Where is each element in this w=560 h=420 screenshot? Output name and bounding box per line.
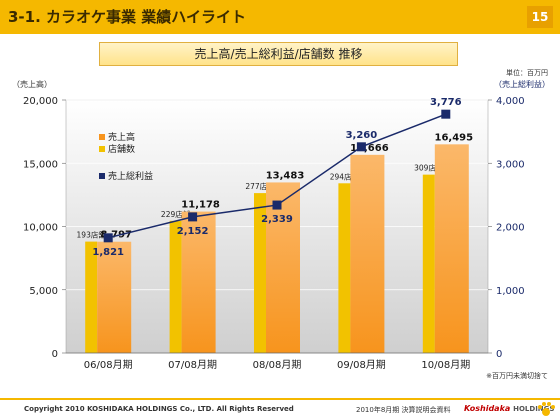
footer-rule (0, 398, 560, 400)
gross-profit-marker (272, 200, 282, 210)
revenue-bar (97, 241, 132, 353)
store-count-bar (422, 174, 435, 353)
legend-swatch-revenue (99, 134, 105, 140)
right-axis-tick-label: 2,000 (496, 223, 525, 234)
store-count-label: 309店舗 (414, 163, 444, 173)
company-logo: Koshidaka HOLDINGS (462, 398, 560, 420)
right-axis-tick-label: 4,000 (496, 96, 525, 107)
left-axis-tick-label: 10,000 (23, 223, 58, 234)
store-count-bar (85, 241, 98, 353)
left-axis-unit: （売上高） (12, 80, 52, 89)
gross-profit-label: 2,152 (177, 226, 209, 237)
logo-brand: Koshidaka (464, 404, 511, 413)
right-axis-tick-label: 1,000 (496, 286, 525, 297)
gross-profit-label: 2,339 (261, 214, 293, 225)
gross-profit-label: 3,776 (430, 97, 462, 108)
footnote: ※百万円未満切捨て (486, 372, 548, 380)
legend-swatch-stores (99, 146, 105, 152)
x-axis-tick-label: 06/08月期 (84, 359, 133, 371)
legend-label-gross-profit: 売上総利益 (108, 170, 153, 182)
gross-profit-label: 3,260 (346, 130, 378, 141)
gross-profit-marker (103, 233, 113, 243)
event-name: 2010年8月期 決算説明会資料 (356, 406, 451, 414)
gross-profit-marker (441, 109, 451, 119)
store-count-label: 294店舗 (330, 171, 360, 181)
revenue-label: 16,495 (435, 132, 474, 143)
legend-swatch-gross-profit (99, 173, 105, 179)
left-axis-tick-label: 15,000 (23, 159, 58, 170)
store-count-label: 193店舗 (77, 230, 107, 240)
legend-label-revenue: 売上高 (108, 131, 135, 143)
right-axis-tick-label: 3,000 (496, 159, 525, 170)
copyright-text: Copyright 2010 KOSHIDAKA HOLDINGS Co., L… (24, 405, 294, 413)
revenue-bar (181, 211, 216, 353)
right-axis-unit: （売上総利益） (494, 80, 550, 89)
left-axis-tick-label: 20,000 (23, 96, 58, 107)
store-count-label: 277店舗 (245, 181, 275, 191)
unit-note: 単位：百万円 (506, 69, 548, 77)
x-axis-tick-label: 09/08月期 (337, 359, 386, 371)
gross-profit-marker (356, 142, 366, 152)
store-count-bar (169, 220, 182, 353)
slide-title: 3-1. カラオケ事業 業績ハイライト (8, 8, 246, 26)
revenue-bar (434, 144, 469, 353)
logo-suffix: HOLDINGS (513, 405, 555, 413)
revenue-label: 13,483 (266, 170, 305, 181)
x-axis-tick-label: 10/08月期 (421, 359, 470, 371)
revenue-label: 15,666 (350, 143, 389, 154)
paw-icon (538, 402, 555, 416)
left-axis-tick-label: 5,000 (29, 286, 58, 297)
left-axis-tick-label: 0 (52, 349, 58, 360)
page-number: 15 (527, 6, 553, 28)
revenue-label: 11,178 (181, 200, 220, 211)
gross-profit-label: 1,821 (92, 247, 124, 258)
chart-subtitle: 売上高/売上総利益/店舗数 推移 (99, 42, 458, 66)
header-bar: 3-1. カラオケ事業 業績ハイライト 15 (0, 0, 560, 34)
right-axis-tick-label: 0 (496, 349, 502, 360)
revenue-bar (266, 182, 300, 353)
store-count-label: 229店舗 (161, 209, 191, 219)
revenue-bar (350, 154, 385, 353)
store-count-bar (338, 183, 351, 353)
x-axis-tick-label: 08/08月期 (253, 359, 302, 371)
store-count-bar (254, 193, 266, 353)
x-axis-tick-label: 07/08月期 (168, 359, 217, 371)
gross-profit-marker (188, 212, 198, 222)
legend-label-stores: 店舗数 (108, 143, 135, 155)
